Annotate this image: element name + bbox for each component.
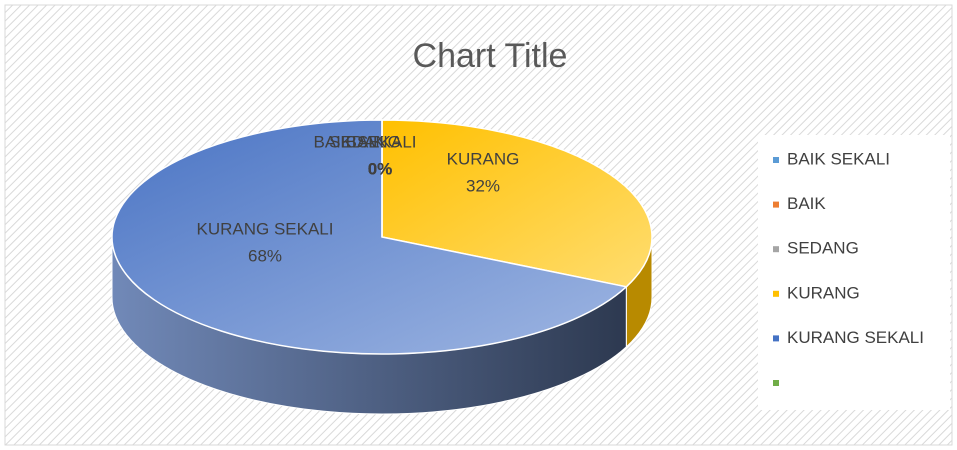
slice: [381, 119, 653, 288]
legend-marker: [773, 157, 779, 163]
legend-label: SEDANG: [787, 239, 859, 258]
data-label-name: KURANG: [447, 149, 520, 168]
data-label-value: 32%: [466, 176, 500, 195]
legend-label: BAIK SEKALI: [787, 149, 890, 168]
data-label-value: 0%: [368, 159, 393, 178]
data-label-value: 68%: [248, 246, 282, 265]
data-label-name: BAIK SEKALI: [314, 132, 417, 151]
legend-marker: [773, 246, 779, 253]
legend-marker: [773, 380, 779, 386]
data-label-value: 0%: [368, 159, 393, 178]
data-label-name: BAIK: [346, 132, 385, 151]
slice: [111, 119, 628, 355]
legend-marker: [773, 290, 779, 297]
legend-label: KURANG: [787, 283, 860, 302]
data-label-value: 0%: [368, 159, 393, 178]
legend-marker: [773, 201, 779, 208]
legend-label: KURANG SEKALI: [787, 328, 924, 347]
legend-marker: [773, 335, 779, 342]
data-label-name: SEDANG: [329, 132, 401, 151]
legend-box: [758, 135, 950, 410]
legend-label: BAIK: [787, 194, 826, 213]
chart-title: Chart Title: [413, 37, 568, 75]
data-label-name: KURANG SEKALI: [197, 219, 334, 238]
